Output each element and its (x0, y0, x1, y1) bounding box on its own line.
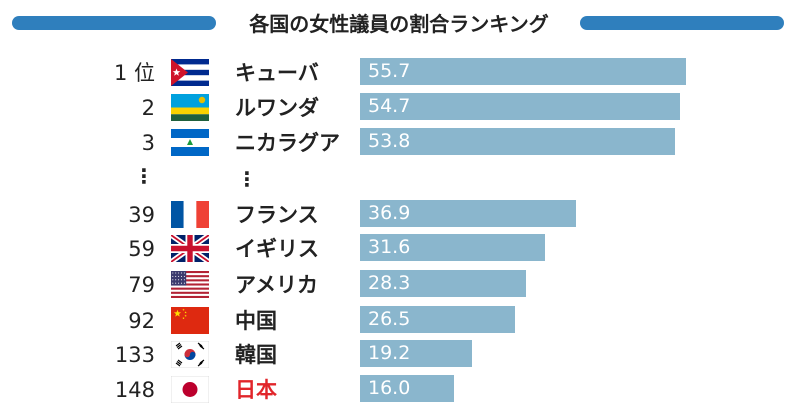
rank-label: 79 (128, 273, 155, 297)
table-row: 39 フランス 36.9 (0, 198, 800, 233)
country-label: 日本 (235, 378, 277, 402)
table-row: 2 ルワンダ 54.7 (0, 91, 800, 126)
table-row: 79 アメリカ 28.3 (0, 268, 800, 303)
rank-label: 133 (114, 343, 155, 367)
china-flag (171, 307, 209, 334)
table-row: 1 位 キューバ 55.7 (0, 56, 800, 91)
value-label: 19.2 (368, 342, 411, 364)
rwanda-flag (171, 94, 209, 121)
country-label: ニカラグア (235, 131, 340, 155)
country-label: フランス (235, 203, 319, 227)
title-bar-left (12, 16, 216, 30)
country-label: キューバ (235, 61, 319, 85)
rank-label: 148 (114, 378, 155, 402)
value-label: 31.6 (368, 236, 411, 258)
bar (360, 93, 681, 120)
bar (360, 234, 545, 261)
rank-label: 2 (141, 96, 155, 120)
country-ellipsis: ⋮ (237, 167, 257, 191)
rank-ellipsis: ⋮ (134, 164, 154, 188)
table-row: 3 ニカラグア 53.8 (0, 126, 800, 161)
value-label: 26.5 (368, 308, 411, 330)
table-row: 59 イギリス 31.6 (0, 232, 800, 267)
rank-label: 3 (141, 131, 155, 155)
bar (360, 270, 526, 297)
cuba-flag (171, 59, 209, 86)
bar (360, 375, 454, 402)
value-label: 54.7 (368, 95, 411, 117)
bar (360, 340, 473, 367)
table-row: 92 中国 26.5 (0, 304, 800, 339)
value-label: 36.9 (368, 202, 411, 224)
rank-label: 39 (128, 203, 155, 227)
japan-flag (170, 375, 210, 404)
nicaragua-flag (171, 129, 209, 156)
country-label: 中国 (235, 309, 277, 333)
value-label: 16.0 (368, 377, 411, 399)
title-bar-right (580, 16, 784, 30)
value-label: 53.8 (368, 130, 411, 152)
uk-flag (169, 232, 211, 265)
country-label: ルワンダ (235, 96, 319, 120)
country-label: 韓国 (235, 343, 277, 367)
rank-label: 92 (128, 309, 155, 333)
bar (360, 128, 675, 155)
korea-flag (170, 340, 210, 369)
country-label: イギリス (235, 237, 319, 261)
value-label: 28.3 (368, 272, 411, 294)
chart-title: 各国の女性議員の割合ランキング (249, 12, 549, 36)
bar (360, 58, 686, 85)
value-label: 55.7 (368, 60, 411, 82)
bar (360, 200, 576, 227)
country-label: アメリカ (235, 273, 318, 297)
table-row: 133 韓国 19.2 (0, 338, 800, 373)
rank-label: 1 位 (113, 61, 155, 85)
france-flag (171, 201, 209, 228)
table-row: 148 日本 16.0 (0, 373, 800, 408)
rank-label: 59 (128, 237, 155, 261)
usa-flag (171, 271, 209, 298)
bar (360, 306, 516, 333)
